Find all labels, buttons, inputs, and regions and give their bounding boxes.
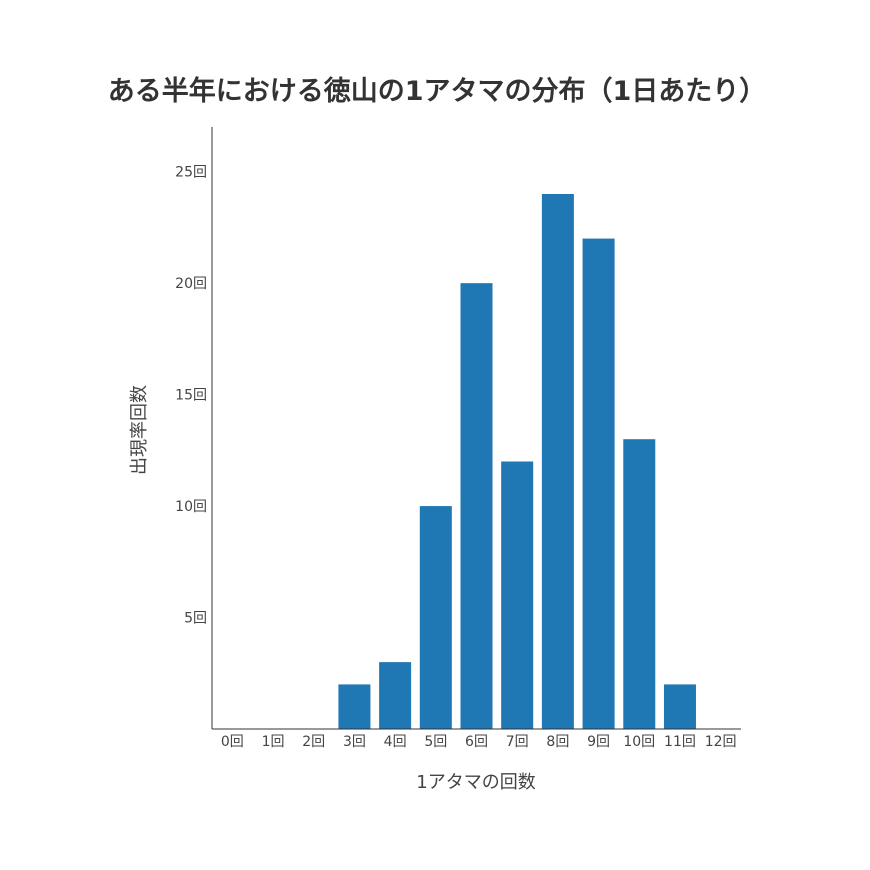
y-tick-label: 5回 bbox=[184, 611, 207, 627]
y-tick-label: 15回 bbox=[175, 388, 207, 404]
x-tick-label: 12回 bbox=[705, 734, 737, 750]
x-tick-label: 4回 bbox=[384, 734, 407, 750]
bar-11 bbox=[663, 684, 696, 729]
x-tick-label: 10回 bbox=[623, 734, 655, 750]
bar-6 bbox=[460, 283, 493, 729]
y-tick-labels: 5回 10回 15回 20回 25回 bbox=[175, 165, 207, 627]
bar-7 bbox=[501, 461, 534, 729]
bar-3 bbox=[338, 684, 371, 729]
bar-10 bbox=[623, 439, 656, 729]
x-tick-label: 6回 bbox=[465, 734, 488, 750]
bar-4 bbox=[379, 662, 412, 730]
x-tick-label: 11回 bbox=[664, 734, 696, 750]
x-tick-label: 0回 bbox=[221, 734, 244, 750]
x-axis-label: 1アタマの回数 bbox=[416, 772, 535, 793]
y-tick-label: 10回 bbox=[175, 499, 207, 515]
bar-5 bbox=[419, 506, 452, 729]
x-tick-label: 2回 bbox=[302, 734, 325, 750]
y-axis-label: 出現率回数 bbox=[129, 385, 150, 475]
chart-title: ある半年における徳山の1アタマの分布（1日あたり） bbox=[108, 75, 767, 107]
x-tick-label: 9回 bbox=[587, 734, 610, 750]
y-tick-label: 25回 bbox=[175, 165, 207, 181]
bar-8 bbox=[541, 194, 574, 729]
x-tick-label: 5回 bbox=[424, 734, 447, 750]
x-tick-labels: 0回 1回 2回 3回 4回 5回 6回 7回 8回 9回 10回 11回 12回 bbox=[221, 734, 737, 750]
y-tick-label: 20回 bbox=[175, 276, 207, 292]
bars-group bbox=[338, 194, 696, 730]
x-tick-label: 8回 bbox=[546, 734, 569, 750]
x-tick-label: 7回 bbox=[506, 734, 529, 750]
x-tick-label: 1回 bbox=[262, 734, 285, 750]
bar-9 bbox=[582, 238, 615, 729]
x-tick-label: 3回 bbox=[343, 734, 366, 750]
